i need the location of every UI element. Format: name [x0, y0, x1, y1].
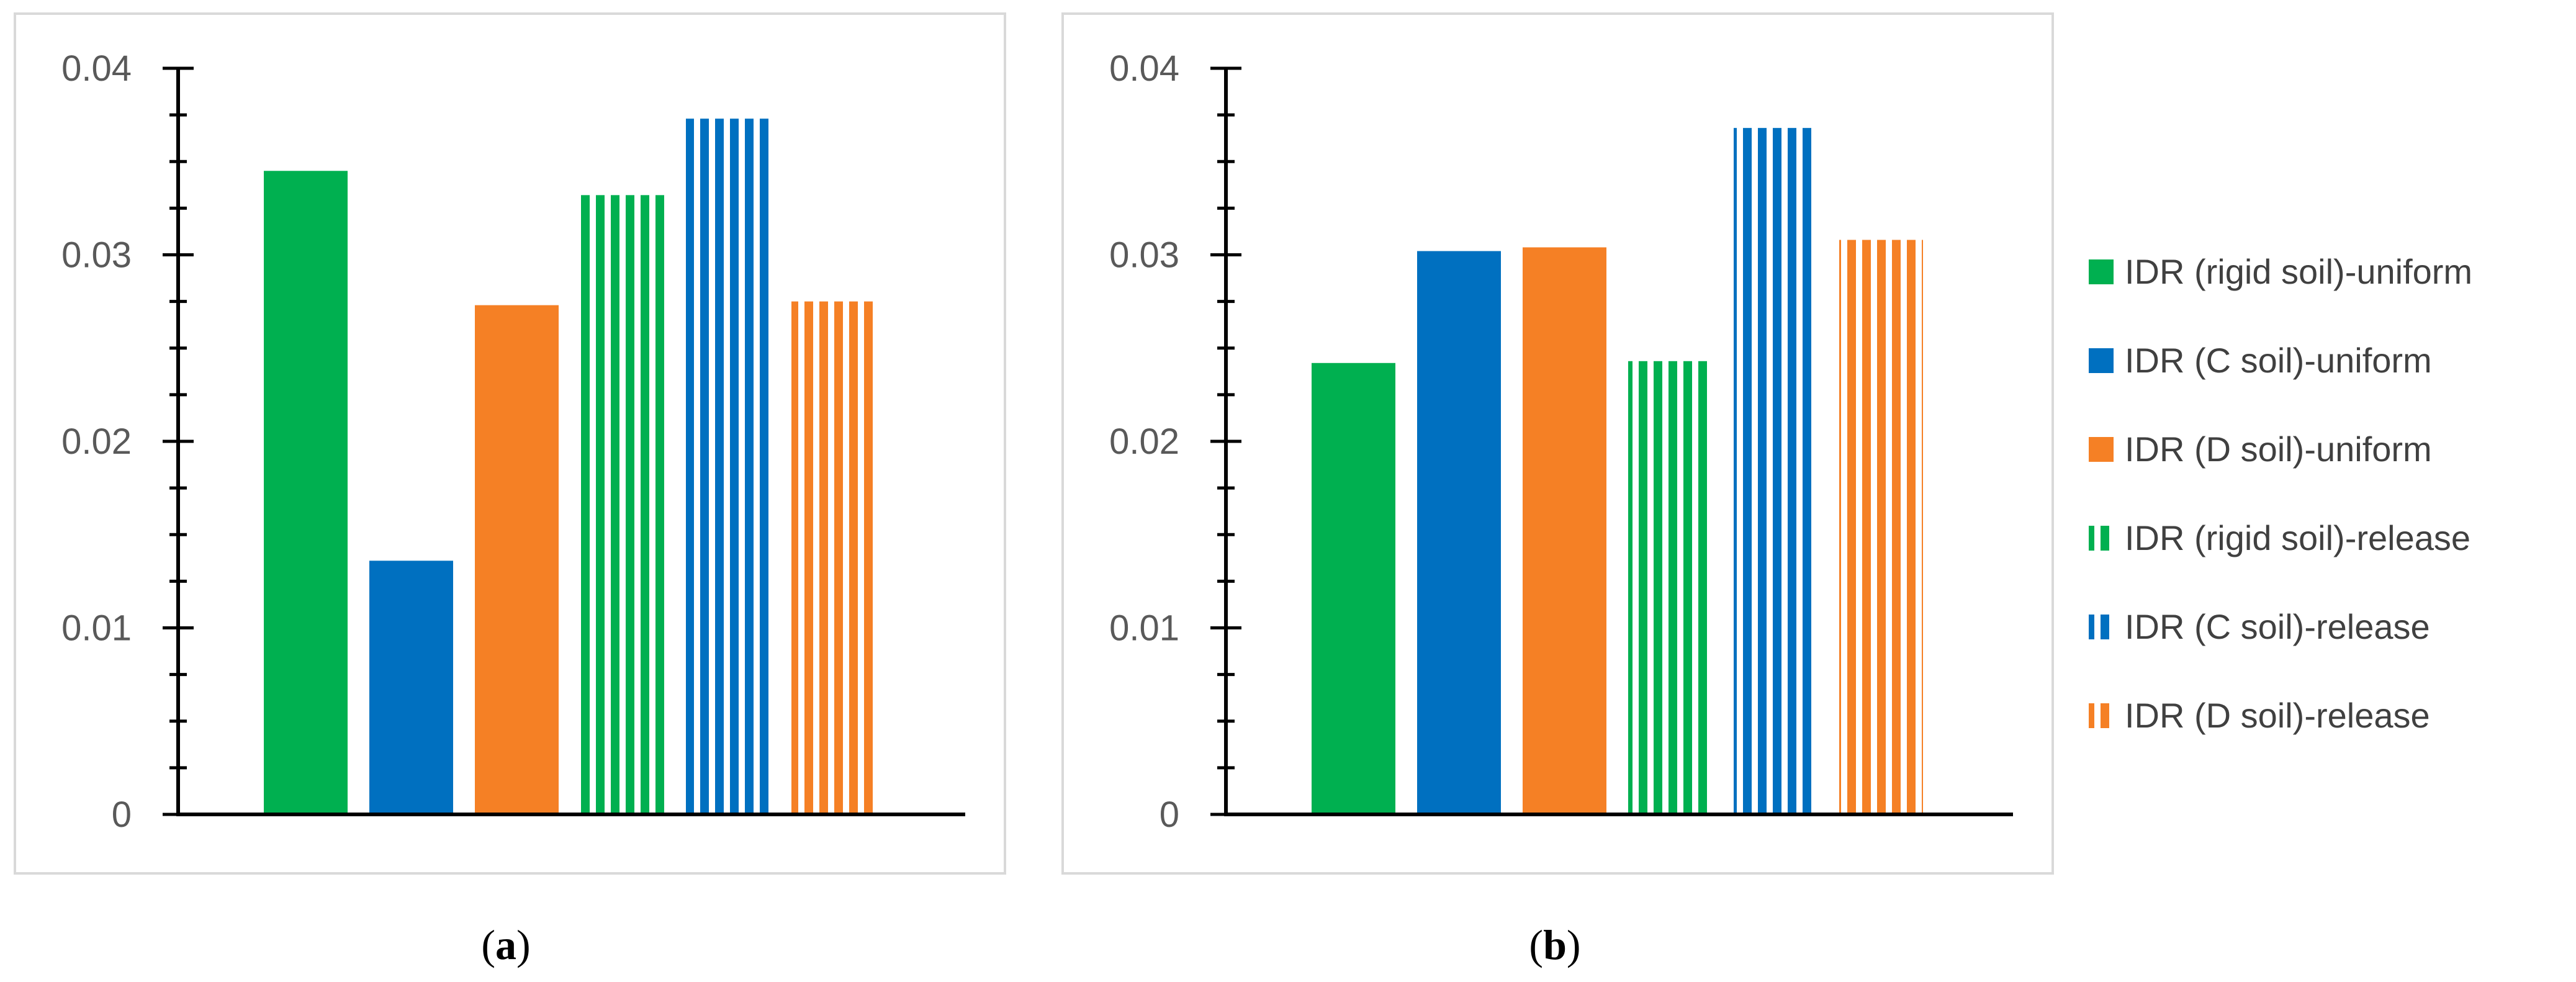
chart-b-y-tick-label: 0.01 — [1109, 608, 1179, 649]
chart-b-bar-1 — [1312, 363, 1395, 814]
legend-label-1: IDR (rigid soil)-uniform — [2125, 252, 2472, 291]
chart-b-y-tick-label: 0.04 — [1109, 48, 1179, 89]
legend-label-6: IDR (D soil)-release — [2125, 696, 2430, 735]
caption-b: (b) — [1529, 921, 1580, 968]
legend-swatch-1 — [2089, 259, 2114, 284]
chart-a-y-tick-label: 0.04 — [61, 48, 132, 89]
chart-a-bar-4 — [580, 195, 664, 815]
chart-a-bar-6 — [791, 301, 875, 814]
chart-b-y-tick-label: 0 — [1160, 795, 1179, 835]
chart-b-y-tick-label: 0.03 — [1109, 235, 1179, 276]
caption-a: (a) — [481, 921, 530, 968]
legend-swatch-6 — [2089, 703, 2114, 728]
chart-a-bar-3 — [475, 305, 559, 814]
legend-swatch-5 — [2089, 615, 2114, 639]
chart-b-bar-5 — [1734, 128, 1817, 814]
legend-label-2: IDR (C soil)-uniform — [2125, 341, 2432, 380]
legend-label-3: IDR (D soil)-uniform — [2125, 430, 2432, 469]
legend-swatch-3 — [2089, 437, 2114, 462]
chart-a-bar-5 — [686, 119, 770, 814]
chart-panel-a: 0 0.01 0.02 0.03 0.04 — [14, 12, 1006, 875]
chart-a-y-tick-label: 0 — [112, 795, 132, 835]
chart-b-bar-3 — [1523, 247, 1606, 815]
chart-panel-b: 0 0.01 0.02 0.03 0.04 — [1061, 12, 2054, 875]
legend-label-4: IDR (rigid soil)-release — [2125, 518, 2470, 557]
legend-swatch-2 — [2089, 348, 2114, 373]
legend: IDR (rigid soil)-uniform IDR (C soil)-uni… — [2089, 252, 2472, 735]
chart-a-bar-1 — [264, 171, 348, 814]
chart-a-y-tick-label: 0.01 — [61, 608, 132, 649]
legend-swatch-4 — [2089, 526, 2114, 551]
chart-a-y-tick-label: 0.02 — [61, 421, 132, 462]
legend-label-5: IDR (C soil)-release — [2125, 607, 2430, 646]
chart-b-bar-2 — [1417, 251, 1501, 814]
chart-b-bar-6 — [1839, 240, 1923, 815]
chart-b-y-tick-label: 0.02 — [1109, 421, 1179, 462]
chart-a-bar-2 — [369, 561, 453, 814]
chart-b-bar-4 — [1628, 361, 1712, 814]
chart-a-y-tick-label: 0.03 — [61, 235, 132, 276]
